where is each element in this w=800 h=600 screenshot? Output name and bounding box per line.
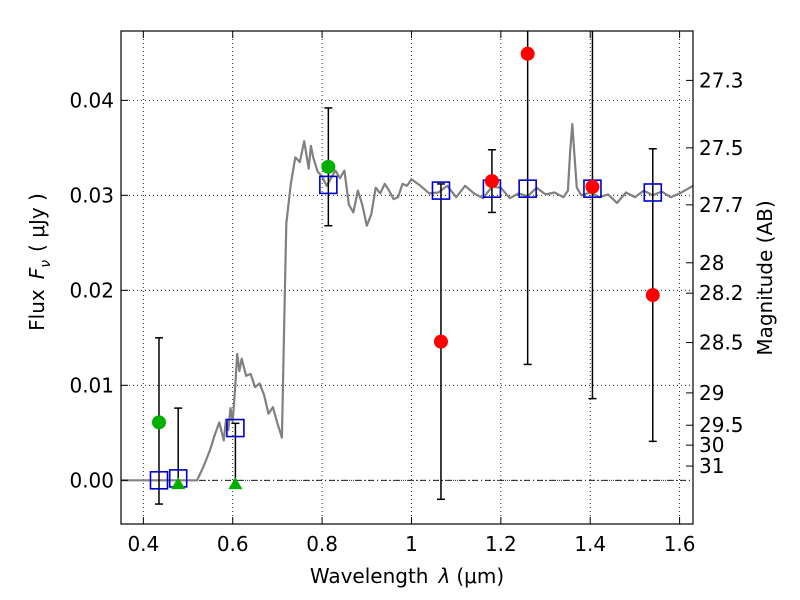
x-tick-label: 0.6: [217, 532, 249, 556]
x-axis-title-unit: (μm): [456, 564, 504, 588]
y2-tick-label: 27.7: [699, 193, 744, 217]
x-tick-label: 0.4: [127, 532, 159, 556]
axes: 0.4 0.6 0.8 1 1.2 1.4 1.6 0.00 0.01 0.02 0.03 0.04 2…: [69, 31, 744, 556]
model-flux-square: [431, 181, 451, 200]
y-axis-title: Flux Fν ( μJy ): [25, 193, 54, 331]
upper-limit-triangle: [228, 477, 243, 490]
x-tick-label: 1.6: [664, 532, 696, 556]
y-tick-label: 0.04: [69, 88, 114, 112]
y2-tick-label: 27.3: [699, 68, 744, 92]
spectrum-line: [121, 122, 693, 482]
model-flux-square: [643, 183, 663, 202]
x-tick-label: 1: [405, 532, 418, 556]
model-flux-square: [149, 471, 169, 490]
observed-point: [484, 174, 499, 189]
y-tick-label: 0.01: [69, 373, 114, 397]
observed-point: [321, 159, 336, 174]
plot-background: [121, 31, 693, 524]
observed-point: [520, 46, 535, 61]
y-axis-title-symbol: F: [25, 267, 49, 279]
y-tick-label: 0.00: [69, 468, 114, 492]
x-tick-label: 1.2: [485, 532, 517, 556]
observed-point: [433, 334, 448, 349]
x-axis-title-symbol: λ: [438, 564, 451, 588]
y2-tick-label: 28: [699, 251, 724, 275]
y-axis-title-text: Flux: [25, 289, 49, 331]
y-tick-label: 0.03: [69, 183, 114, 207]
y2-tick-label: 30: [699, 433, 724, 457]
y2-tick-label: 28.2: [699, 281, 744, 305]
observed-point: [645, 288, 660, 303]
y2-tick-label: 28.5: [699, 331, 744, 355]
x-tick-label: 0.8: [306, 532, 338, 556]
y2-tick-label: 27.5: [699, 136, 744, 160]
data-layer: [121, 31, 693, 505]
y2-tick-label: 31: [699, 454, 724, 478]
x-axis-title-text: Wavelength: [310, 564, 429, 588]
y-tick-label: 0.02: [69, 278, 114, 302]
y-axis-title-unit: ( μJy ): [25, 193, 49, 252]
x-axis-title: Wavelength λ (μm): [310, 564, 504, 588]
plot-frame: [120, 30, 694, 525]
observed-point: [585, 179, 600, 194]
upper-limit-triangle: [171, 477, 186, 490]
y2-tick-label: 29.5: [699, 413, 744, 437]
model-flux-square: [518, 179, 537, 198]
model-flux-square: [319, 175, 338, 195]
model-flux-square: [226, 418, 245, 438]
observed-point: [151, 415, 166, 430]
x-tick-label: 1.4: [574, 532, 606, 556]
y2-tick-label: 29: [699, 381, 724, 405]
y2-axis-title: Magnitude (AB): [753, 200, 777, 355]
y-axis-title-subscript: ν: [38, 260, 54, 268]
